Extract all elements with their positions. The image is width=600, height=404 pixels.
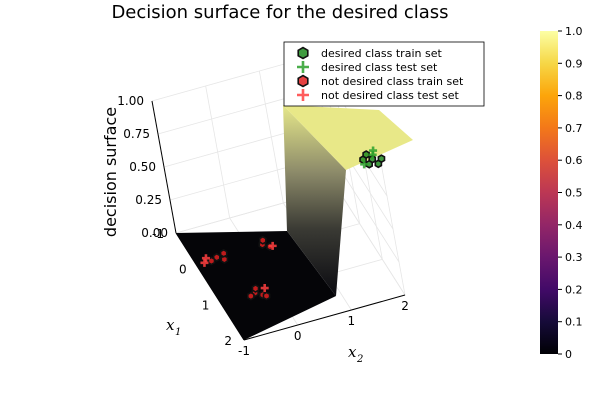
x1-axis-label: x 1 xyxy=(166,316,181,338)
z-tick-label: 0.00 xyxy=(141,226,168,240)
x2-tick-label: 1 xyxy=(348,314,356,328)
colorbar-tick-label: 0.4 xyxy=(565,219,583,232)
grid-line-wall xyxy=(380,162,406,296)
colorbar-tick-label: 0 xyxy=(565,348,572,361)
legend-marker xyxy=(297,61,309,73)
x1-tick-label: 0 xyxy=(179,263,187,277)
series-3 xyxy=(200,241,277,293)
data-points xyxy=(200,146,386,301)
data-point xyxy=(258,235,267,245)
legend-entry: not desired class test set xyxy=(297,89,459,102)
x2-axis-line xyxy=(243,294,406,341)
data-point xyxy=(220,254,229,264)
surface-transition-wall xyxy=(283,105,346,296)
colorbar: 0 0.1 0.2 0.3 0.4 0.5 0.6 0.7 0.8 0.9 1.0 xyxy=(540,25,583,361)
x1-tick-label: -1 xyxy=(152,227,164,241)
legend-box xyxy=(283,41,485,107)
legend-marker xyxy=(297,46,309,60)
x2-axis-label: x 2 xyxy=(348,343,363,365)
colorbar-tick-label: 0.5 xyxy=(565,187,583,200)
legend-label: desired class train set xyxy=(321,47,442,60)
series-2 xyxy=(207,235,274,301)
z-tick-label: 0.75 xyxy=(123,127,150,141)
legend-entry: desired class train set xyxy=(297,46,442,60)
surface-high-plateau xyxy=(283,105,413,170)
data-point xyxy=(268,241,277,250)
x2-label-main: x xyxy=(348,343,357,361)
data-point xyxy=(251,284,260,293)
z-axis-label: decision surface xyxy=(101,107,120,237)
legend-entry: desired class test set xyxy=(297,61,438,74)
x2-label-sub: 2 xyxy=(356,354,363,365)
legend-marker xyxy=(297,89,309,101)
data-point xyxy=(247,291,255,301)
colorbar-tick-label: 0.7 xyxy=(565,122,583,135)
data-point xyxy=(219,248,228,258)
x2-tick-label: 0 xyxy=(294,329,302,343)
x2-tick-label: 2 xyxy=(401,299,409,313)
legend-label: not desired class train set xyxy=(321,75,464,88)
data-point xyxy=(365,159,374,169)
legend-marker xyxy=(297,74,309,88)
colorbar-tick-label: 1.0 xyxy=(565,25,583,38)
colorbar-tick-label: 0.8 xyxy=(565,90,583,103)
legend-label: desired class test set xyxy=(321,61,438,74)
x1-label-sub: 1 xyxy=(175,327,181,338)
z-axis-line xyxy=(151,100,177,234)
decision-surface xyxy=(176,105,413,340)
series-1 xyxy=(360,146,378,169)
data-point xyxy=(201,254,210,263)
z-tick-label: 1.00 xyxy=(117,94,144,108)
colorbar-tick-label: 0.2 xyxy=(565,283,583,296)
data-point xyxy=(360,160,369,169)
colorbar-tick-label: 0.3 xyxy=(565,251,583,264)
x2-tick-label: -1 xyxy=(238,344,250,358)
data-point xyxy=(362,150,371,160)
z-tick-label: 0.25 xyxy=(135,193,162,207)
colorbar-tick-label: 0.6 xyxy=(565,154,583,167)
z-tick-label: 0.50 xyxy=(129,160,156,174)
data-point xyxy=(200,258,209,267)
x1-tick-label: 2 xyxy=(224,334,232,348)
data-point xyxy=(377,154,386,164)
chart-title: Decision surface for the desired class xyxy=(111,2,448,23)
colorbar-gradient xyxy=(540,31,558,354)
data-point xyxy=(369,146,378,155)
data-point xyxy=(260,284,269,293)
colorbar-tick-label: 0.9 xyxy=(565,57,583,70)
legend-label: not desired class test set xyxy=(321,89,459,102)
legend-entry: not desired class train set xyxy=(297,74,464,88)
x1-tick-label: 1 xyxy=(202,298,210,312)
x1-label-main: x xyxy=(166,316,175,334)
colorbar-tick-label: 0.1 xyxy=(565,316,583,329)
data-point xyxy=(262,291,271,301)
tick-labels: -1 0 1 2 -1 0 1 2 0.00 0.25 0.50 0.75 1.00 xyxy=(117,94,409,358)
